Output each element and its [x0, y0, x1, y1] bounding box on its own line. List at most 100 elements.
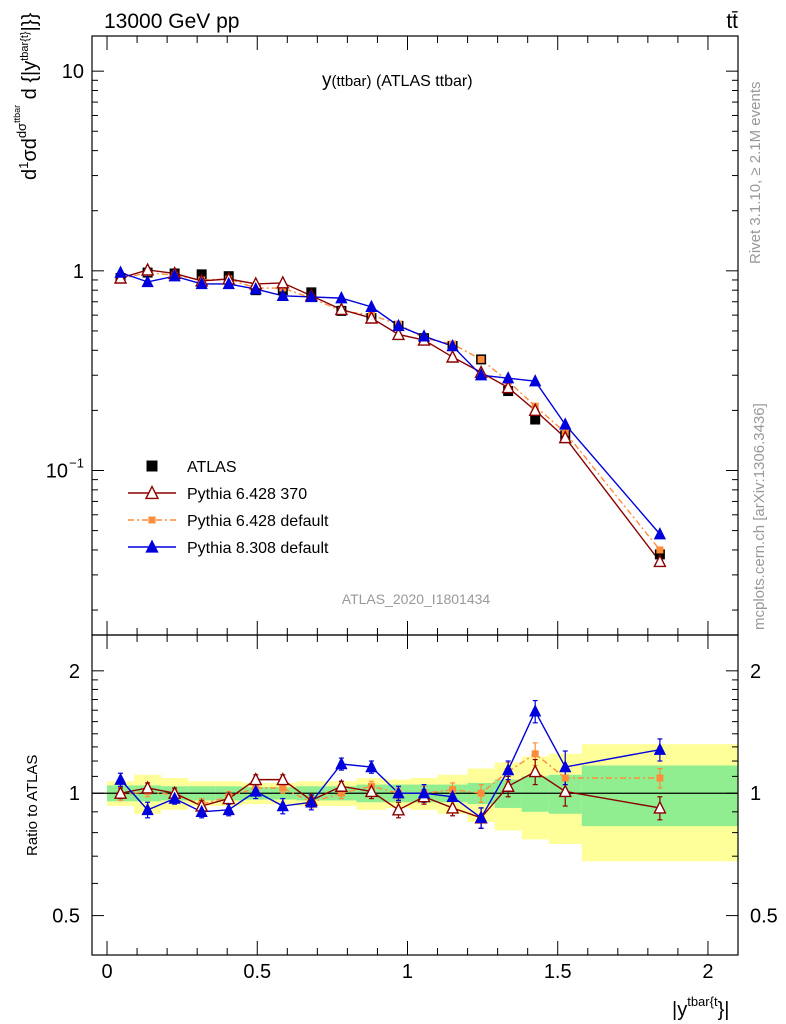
svg-text:d1σddσttbar d {|ytbar{t}|}}: d1σddσttbar d {|ytbar{t}|}} [12, 13, 41, 180]
main-point-py8-default [559, 417, 572, 430]
main-point-py6-370 [276, 275, 290, 289]
main-y-tick-label-exp: −1 [69, 455, 84, 470]
x-tick-label: 0 [101, 961, 112, 983]
main-point-py8-default [222, 276, 235, 290]
main-point-py6-370 [528, 402, 542, 417]
ratio-point-py6-370 [276, 772, 290, 786]
main-point-py8-default [417, 329, 431, 342]
ratio-point-py6-default [337, 789, 345, 797]
ratio-frame [91, 634, 739, 956]
main-point-py8-default [446, 338, 459, 352]
ratio-panel: 0 0.5 1 1.5 2 0.5 0.5 1 1 2 2 [52, 634, 778, 983]
x-tick-label: 1 [402, 961, 413, 983]
main-point-py8-default [474, 368, 488, 381]
ratio-point-py6-370 [334, 778, 349, 792]
x-tick-label: 0.5 [243, 961, 271, 983]
main-y-tick-label: 10 [62, 61, 84, 83]
analysis-id: ATLAS_2020_I1801434 [342, 591, 491, 607]
ratio-point-py8-default [653, 742, 667, 755]
ratio-point-py6-370 [558, 783, 572, 798]
main-point-py8-default [392, 318, 405, 332]
ratio-point-py6-370 [391, 802, 406, 816]
main-point-py8-default [114, 265, 127, 278]
main-point-py6-370 [364, 310, 379, 324]
ratio-point-py8-default [365, 759, 378, 773]
legend-label: Pythia 6.428 370 [187, 486, 307, 503]
ratio-point-py6-default [279, 784, 287, 792]
ratio-point-py6-370 [113, 785, 128, 799]
ratio-point-py8-default [305, 795, 318, 808]
ratio-point-py8-default [392, 786, 405, 799]
legend-marker-atlas [146, 460, 158, 472]
particle-label: tt̄ [726, 10, 738, 33]
ratio-point-py8-default [502, 763, 515, 776]
ratio-point-py6-default [561, 774, 569, 782]
ratio-y-tick-label-right: 1 [750, 783, 761, 805]
ratio-point-py8-default [222, 802, 235, 816]
main-point-py6-default [477, 355, 485, 363]
ratio-point-py6-370 [653, 800, 667, 814]
ratio-y-tick-label: 2 [69, 661, 80, 683]
main-point-py8-default [529, 374, 542, 387]
ratio-point-py6-370 [140, 780, 155, 794]
legend-marker-py6-370 [144, 485, 160, 500]
legend-marker-py6-default [148, 516, 156, 524]
ratio-point-py8-default [249, 784, 262, 797]
legend-marker-py8-default [145, 539, 159, 553]
main-point-py6-370 [501, 380, 515, 394]
main-point-py8-default [249, 282, 262, 295]
legend-label: Pythia 8.308 default [187, 540, 329, 557]
main-point-py6-370 [334, 302, 349, 316]
process-label: 13000 GeV pp [104, 10, 239, 33]
ratio-point-py8-default [529, 704, 542, 717]
ratio-line-py6-370 [120, 770, 660, 819]
ratio-point-py8-default [335, 756, 348, 770]
main-point-py6-370 [558, 430, 572, 444]
x-tick-label: 2 [702, 961, 713, 983]
ratio-point-py6-default [531, 750, 539, 758]
ratio-point-py8-default [417, 786, 431, 799]
ratio-point-py6-default [477, 789, 485, 797]
main-point-py8-default [365, 299, 378, 313]
legend-label: Pythia 6.428 default [187, 513, 329, 530]
ratio-line-py6-default [120, 752, 660, 805]
main-point-py8-default [141, 274, 154, 288]
main-y-axis-label: d1σddσttbar d {|ytbar{t}|}} [12, 13, 41, 180]
main-point-py8-default [168, 269, 181, 282]
ratio-point-py8-default [446, 789, 459, 802]
main-y-tick-label: 1 [73, 261, 84, 283]
ratio-point-py6-default [656, 774, 664, 782]
main-point-py8-default [276, 288, 289, 301]
ratio-point-py6-370 [445, 800, 460, 814]
main-point-atlas [530, 414, 541, 425]
side-label-bottom: mcplots.cern.ch [arXiv:1306.3436] [751, 403, 768, 630]
x-tick-label: 1.5 [544, 961, 572, 983]
main-y-tick-label: 10 [46, 460, 68, 482]
ratio-point-py8-default [195, 804, 208, 818]
x-axis-label: |ytbar{t}| [672, 994, 729, 1021]
main-point-py8-default [195, 276, 208, 290]
main-point-py6-default [656, 546, 664, 554]
side-label-top: Rivet 3.1.10, ≥ 2.1M events [747, 82, 764, 265]
ratio-point-py8-default [168, 791, 181, 804]
main-point-py6-370 [445, 349, 460, 363]
ratio-point-py8-default [276, 798, 289, 812]
ratio-point-py8-default [141, 802, 154, 816]
legend-label: ATLAS [187, 459, 237, 476]
ratio-y-tick-label: 0.5 [52, 906, 80, 928]
ratio-y-tick-label: 1 [69, 783, 80, 805]
main-line-py6-default [120, 271, 661, 551]
main-point-py8-default [335, 291, 348, 304]
main-point-py8-default [653, 527, 667, 540]
ratio-point-py6-370 [528, 764, 542, 778]
ratio-y-axis-label: Ratio to ATLAS [24, 755, 41, 856]
ratio-point-py8-default [114, 772, 127, 785]
ratio-y-tick-label-right: 2 [750, 661, 761, 683]
ratio-point-py8-default [559, 759, 572, 773]
ratio-point-py6-370 [364, 783, 379, 798]
main-point-py8-default [502, 371, 515, 384]
main-point-py8-default [305, 289, 318, 303]
legend: ATLAS Pythia 6.428 370 Pythia 6.428 defaul… [128, 459, 329, 557]
